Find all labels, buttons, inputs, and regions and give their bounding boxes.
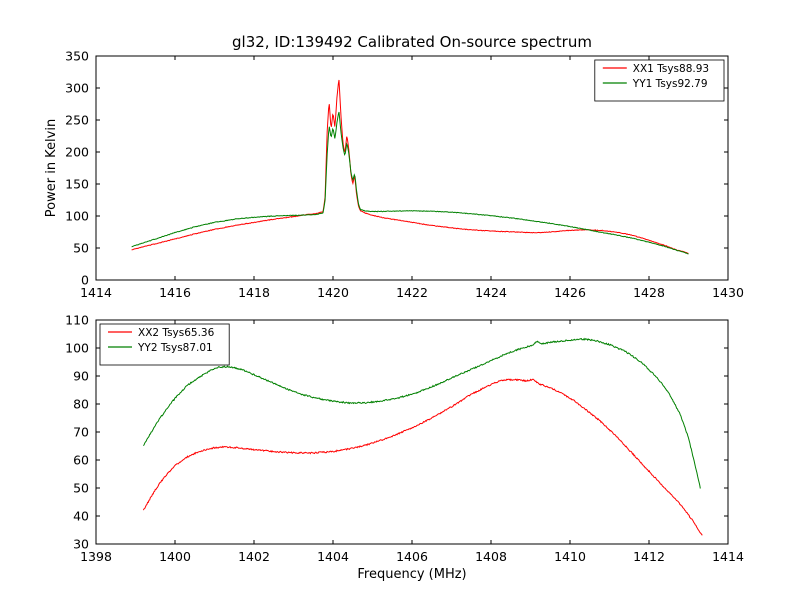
series-line-xx2 <box>142 378 703 536</box>
legend-label: YY1 Tsys92.79 <box>632 78 708 90</box>
legend-box <box>594 59 725 102</box>
y-tick-label: 300 <box>65 81 89 96</box>
x-tick-label: 1424 <box>475 285 507 300</box>
y-tick-label: 50 <box>73 481 89 496</box>
y-tick-label: 100 <box>65 341 89 356</box>
y-axis-label-top: Power in Kelvin <box>44 119 59 217</box>
y-tick-label: 200 <box>65 145 89 160</box>
top-subplot: 1414 1416 1418 1420 1422 1424 1426 1428 1430 0 50 1… <box>65 49 744 301</box>
legend-label: XX1 Tsys88.93 <box>633 63 709 75</box>
x-tick-label: 1414 <box>712 549 744 564</box>
x-tick-label: 1428 <box>633 285 665 300</box>
legend-label: YY2 Tsys87.01 <box>137 342 213 354</box>
legend: XX2 Tsys65.36 YY2 Tsys87.01 <box>99 323 230 366</box>
x-tick-label: 1416 <box>159 285 191 300</box>
y-tick-label: 0 <box>81 273 89 288</box>
series-line-xx1 <box>131 79 689 254</box>
x-tick-label: 1420 <box>317 285 349 300</box>
x-tick-label: 1406 <box>396 549 428 564</box>
x-tick-label: 1414 <box>80 285 112 300</box>
y-tick-label: 100 <box>65 209 89 224</box>
x-tick-label: 1404 <box>317 549 349 564</box>
legend-box <box>99 323 230 366</box>
y-tick-label: 50 <box>73 241 89 256</box>
legend-label: XX2 Tsys65.36 <box>138 327 215 339</box>
y-tick-label: 350 <box>65 49 89 64</box>
y-tick-label: 30 <box>73 537 89 552</box>
y-tick-label: 80 <box>73 397 89 412</box>
series-line-yy1 <box>131 111 689 255</box>
x-axis-label-bottom: Frequency (MHz) <box>357 567 466 582</box>
x-tick-label: 1400 <box>159 549 191 564</box>
x-tick-label: 1418 <box>238 285 270 300</box>
y-tick-label: 90 <box>73 369 89 384</box>
x-tick-label: 1410 <box>554 549 586 564</box>
y-tick-label: 40 <box>73 509 89 524</box>
legend: XX1 Tsys88.93 YY1 Tsys92.79 <box>594 59 725 102</box>
x-tick-label: 1426 <box>554 285 586 300</box>
bottom-subplot: 1398 1400 1402 1404 1406 1408 1410 1412 1414 30 40… <box>65 313 744 565</box>
x-tick-label: 1402 <box>238 549 270 564</box>
series-line-yy2 <box>143 337 701 489</box>
figure-title: gl32, ID:139492 Calibrated On-source spe… <box>232 33 592 51</box>
y-tick-label: 60 <box>73 453 89 468</box>
y-tick-label: 110 <box>65 313 89 328</box>
x-tick-label: 1422 <box>396 285 428 300</box>
x-tick-label: 1430 <box>712 285 744 300</box>
y-tick-label: 150 <box>65 177 89 192</box>
y-tick-label: 70 <box>73 425 89 440</box>
x-tick-label: 1412 <box>633 549 665 564</box>
x-tick-label: 1408 <box>475 549 507 564</box>
y-tick-label: 250 <box>65 113 89 128</box>
x-tick-label: 1398 <box>80 549 112 564</box>
